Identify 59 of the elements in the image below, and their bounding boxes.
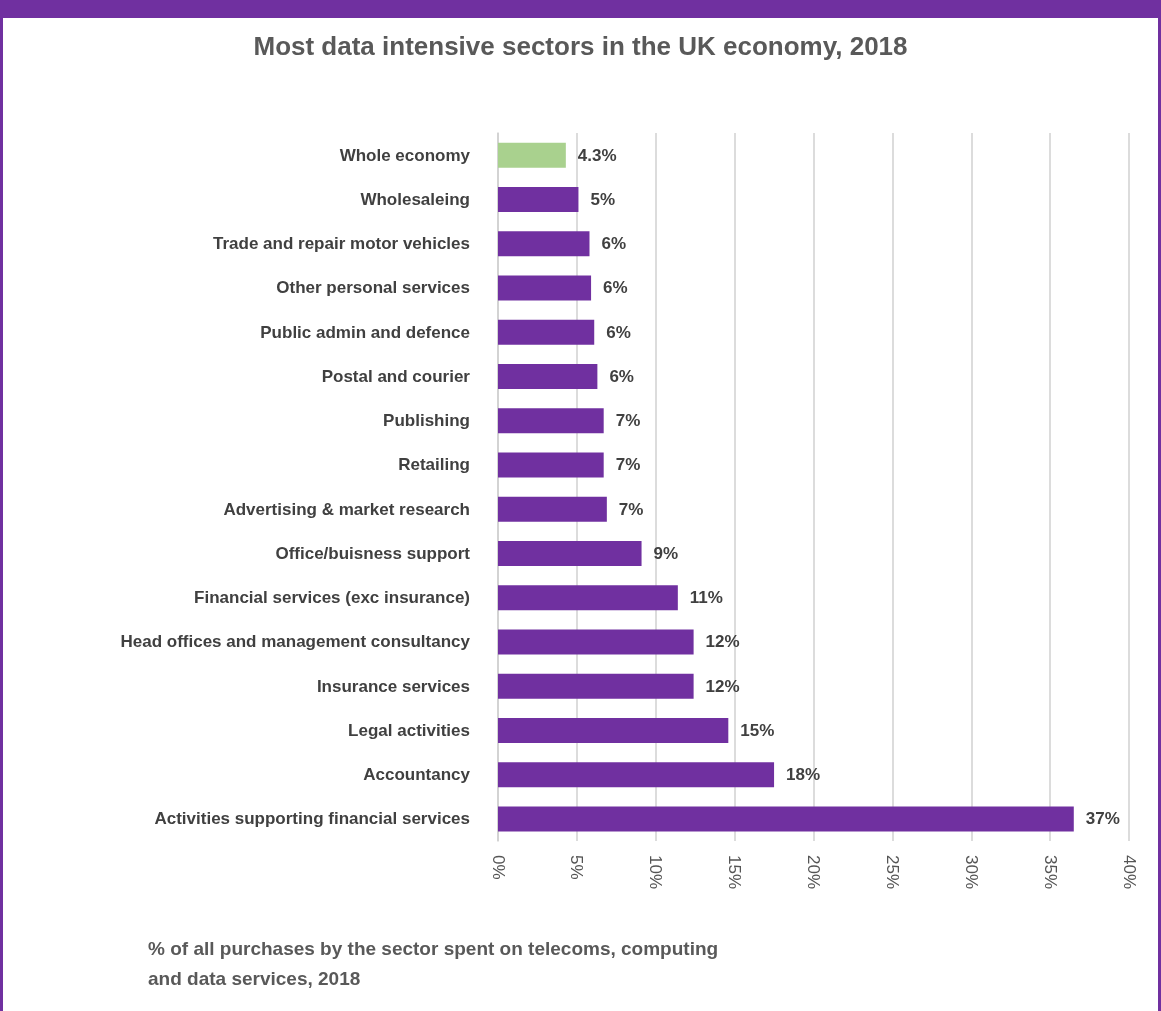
bar [498, 408, 604, 434]
x-tick-label: 30% [961, 855, 981, 890]
data-label: 5% [590, 189, 616, 209]
bar [498, 762, 775, 788]
y-tick-label: Retailing [398, 455, 470, 475]
data-label: 37% [1085, 809, 1120, 829]
bar [498, 585, 678, 611]
x-tick-label: 0% [488, 855, 508, 880]
data-label: 12% [705, 632, 740, 652]
y-tick-label: Office/buisness support [275, 543, 471, 563]
bar [498, 275, 592, 301]
y-tick-label: Legal activities [348, 720, 470, 740]
bar [498, 540, 642, 566]
data-label: 6% [603, 278, 628, 298]
y-tick-label: Head offices and management consultancy [120, 632, 471, 652]
data-label: 15% [740, 720, 775, 740]
bar [498, 142, 566, 168]
y-tick-label: Advertising & market research [223, 499, 470, 519]
y-tick-label: Postal and courier [321, 366, 471, 386]
y-tick-label: Wholesaleing [360, 189, 470, 209]
bar [498, 186, 579, 212]
x-tick-label: 20% [804, 855, 823, 890]
x-tick-label: 10% [646, 855, 666, 890]
data-label: 7% [618, 499, 644, 519]
y-tick-label: Accountancy [363, 765, 471, 785]
data-label: 11% [689, 588, 723, 608]
data-label: 7% [615, 455, 641, 475]
bar [498, 629, 694, 655]
y-tick-label: Public admin and defence [260, 322, 470, 342]
bar [498, 452, 604, 478]
bar [498, 231, 590, 257]
x-tick-label: 35% [1040, 855, 1060, 890]
data-label: 7% [615, 411, 641, 431]
data-label: 9% [653, 543, 679, 563]
x-tick-label: 5% [567, 855, 587, 880]
x-axis-title: % of all purchases by the sector spent on telecoms, computing and data services, 2018 [148, 937, 724, 989]
data-label: 6% [606, 322, 631, 342]
data-label: 18% [786, 765, 821, 785]
chart-title: Most data intensive sectors in the UK economy, 2018 [253, 31, 908, 61]
y-tick-label: Trade and repair motor vehicles [213, 234, 470, 254]
bar [498, 717, 729, 743]
y-tick-label: Activities supporting financial services [154, 809, 470, 829]
data-label: 6% [601, 234, 627, 254]
bar [498, 319, 595, 345]
data-label: 6% [609, 366, 634, 386]
data-label: 12% [705, 676, 740, 696]
y-tick-label: Financial services (exc insurance) [194, 588, 470, 608]
y-tick-label: Other personal services [276, 278, 470, 298]
data-label: 4.3% [577, 145, 617, 165]
y-tick-label: Insurance services [316, 676, 470, 696]
bar [498, 806, 1074, 832]
bar [498, 673, 694, 699]
bar [498, 363, 598, 389]
bar [498, 496, 607, 522]
x-tick-label: 25% [882, 855, 902, 890]
y-tick-label: Publishing [383, 411, 470, 431]
x-tick-label: 40% [1119, 855, 1139, 890]
y-tick-label: Whole economy [339, 145, 471, 165]
x-tick-label: 15% [725, 855, 745, 890]
